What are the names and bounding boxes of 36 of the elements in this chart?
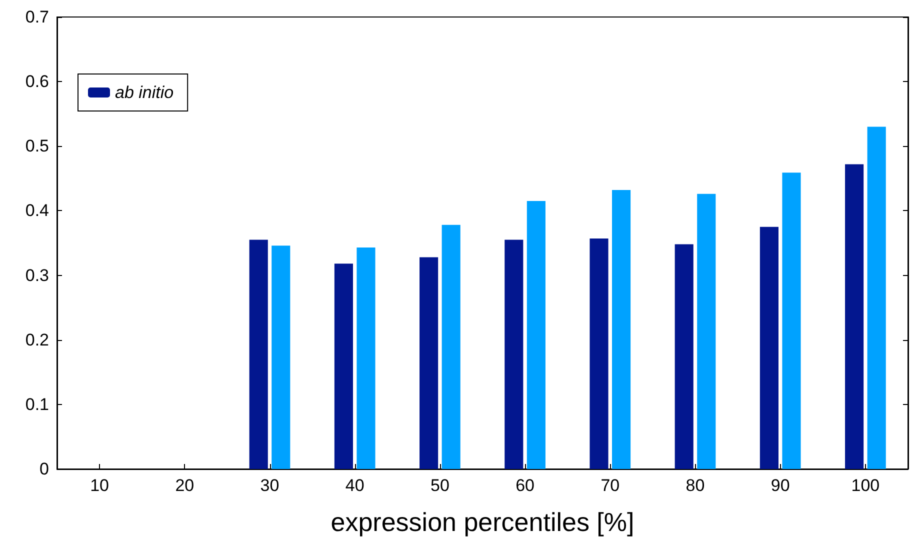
y-tick-label: 0.5 xyxy=(25,136,49,156)
x-tick-label: 70 xyxy=(600,476,620,495)
x-tick-label: 60 xyxy=(516,476,535,495)
bar xyxy=(249,240,268,469)
bar xyxy=(272,246,290,469)
bar xyxy=(612,190,631,469)
x-tick-label: 20 xyxy=(175,476,194,495)
bar xyxy=(504,240,524,469)
x-tick-label: 40 xyxy=(345,476,364,495)
x-tick-label: 80 xyxy=(686,476,705,495)
bar xyxy=(356,248,376,469)
y-tick-label: 0.4 xyxy=(25,201,49,220)
legend-label: ab initio xyxy=(115,83,174,102)
y-tick-label: 0.1 xyxy=(25,394,49,414)
bar xyxy=(526,201,546,469)
bar xyxy=(782,172,801,469)
x-axis-title: expression percentiles [%] xyxy=(330,507,634,537)
bar xyxy=(674,244,694,469)
bar xyxy=(697,194,716,469)
y-tick-label: 0.7 xyxy=(25,8,49,26)
x-tick-label: 10 xyxy=(90,476,110,495)
bar xyxy=(442,224,460,469)
x-tick-label: 90 xyxy=(770,476,790,495)
y-tick-label: 0.6 xyxy=(25,72,49,92)
bar xyxy=(590,238,608,469)
x-tick-label: 100 xyxy=(851,476,880,495)
bar xyxy=(334,264,353,469)
x-tick-label: 30 xyxy=(260,476,280,495)
bar xyxy=(845,164,864,469)
y-tick-label: 0 xyxy=(40,460,49,478)
bar xyxy=(420,257,438,469)
x-tick-label: 50 xyxy=(430,476,450,495)
bar xyxy=(760,226,778,469)
y-tick-label: 0.3 xyxy=(25,266,49,285)
y-tick-label: 0.2 xyxy=(25,330,49,350)
bar xyxy=(867,126,886,469)
